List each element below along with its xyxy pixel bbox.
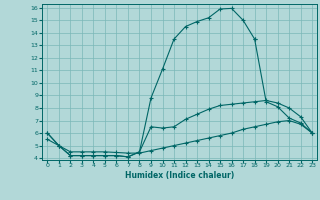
X-axis label: Humidex (Indice chaleur): Humidex (Indice chaleur) — [124, 171, 234, 180]
